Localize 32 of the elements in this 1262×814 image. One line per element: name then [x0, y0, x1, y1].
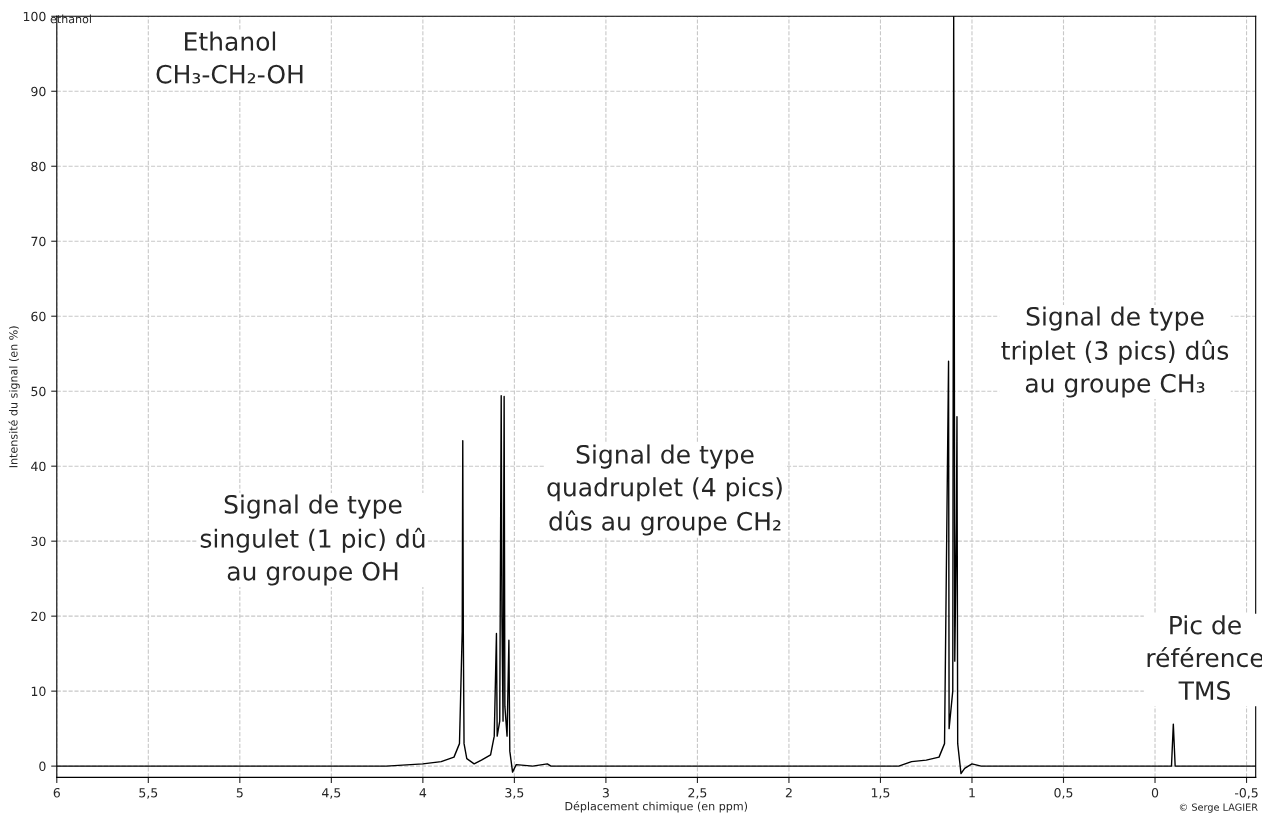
x-tick-label: -0,5 — [1234, 788, 1258, 799]
x-tick-label: 5 — [236, 788, 243, 798]
x-tick-label: 1 — [969, 788, 975, 798]
y-tick-label: 100 — [23, 11, 46, 22]
x-tick-label: 2 — [785, 788, 792, 798]
y-tick-label: 0 — [39, 761, 46, 772]
y-tick-label: 10 — [31, 686, 46, 697]
x-tick-label: 6 — [53, 788, 60, 798]
y-tick-label: 90 — [31, 86, 46, 97]
x-tick-label: 5,5 — [139, 788, 158, 799]
y-tick-label: 50 — [31, 386, 46, 397]
y-tick-label: 30 — [31, 536, 46, 547]
annotation: Signal de type quadruplet (4 pics) dûs au groupe CH₂ — [547, 444, 782, 536]
x-tick-label: 4 — [419, 788, 427, 798]
y-tick-label: 40 — [31, 461, 46, 472]
x-tick-label: 1,5 — [871, 788, 890, 799]
y-axis-title: Intensité du signal (en %) — [8, 326, 20, 468]
y-tick-label: 70 — [31, 236, 46, 247]
annotation: Signal de type triplet (3 pics) dûs au groupe CH₃ — [1001, 306, 1229, 398]
text: © Serge LAGIER — [1179, 803, 1258, 813]
x-tick-label: 3,5 — [505, 788, 524, 799]
annotation: Signal de type singulet (1 pic) dû au groupe OH — [200, 494, 425, 586]
x-tick-label: 2,5 — [688, 788, 707, 799]
y-tick-label: 60 — [31, 311, 46, 322]
x-tick-label: 0,5 — [1054, 788, 1073, 799]
y-tick-label: 20 — [31, 611, 46, 622]
x-axis-title: Déplacement chimique (en ppm) — [565, 801, 748, 813]
annotation: Ethanol CH₃-CH₂-OH — [156, 31, 303, 84]
x-tick-label: 3 — [602, 788, 609, 798]
x-tick-label: 0 — [1151, 788, 1159, 798]
x-tick-label: 4,5 — [322, 788, 341, 799]
y-tick-label: 80 — [31, 161, 46, 172]
